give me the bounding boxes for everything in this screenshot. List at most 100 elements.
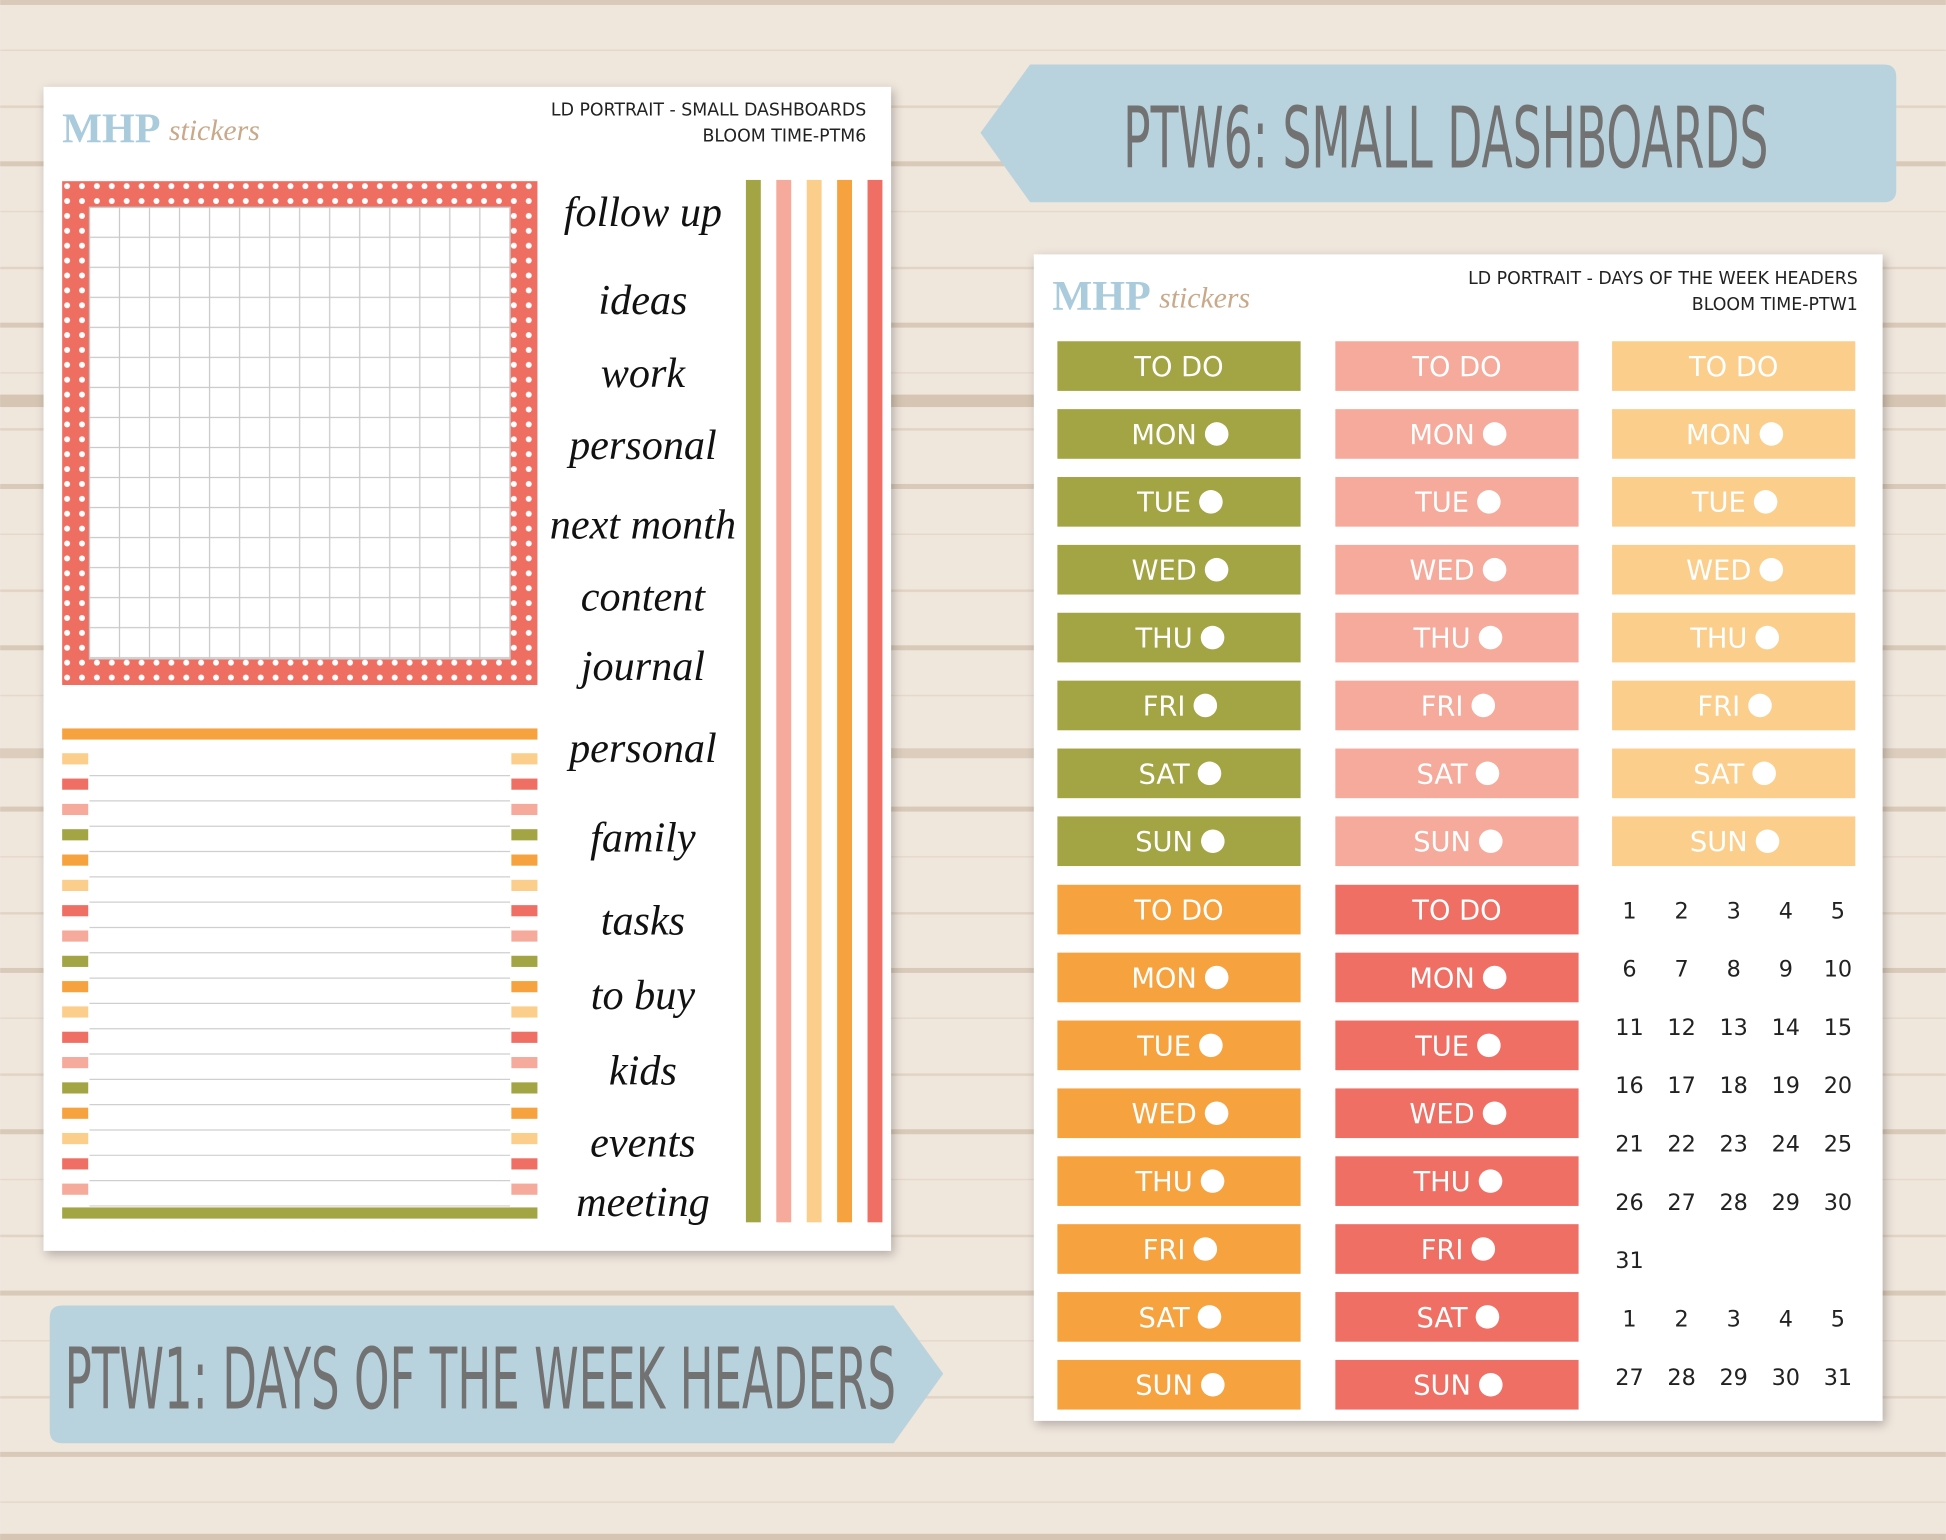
header-sticker (1057, 680, 1301, 731)
tab (62, 1107, 89, 1119)
header-sticker (1057, 748, 1301, 799)
header-sticker (1335, 1020, 1579, 1071)
date-sticker: 15 (1824, 1015, 1852, 1041)
header-label: TUE (1414, 1031, 1469, 1062)
header-sticker (1612, 680, 1856, 731)
tab (511, 829, 538, 841)
header-sticker (1057, 341, 1301, 391)
date-sticker: 7 (1674, 957, 1688, 983)
header-sticker (1057, 544, 1301, 595)
date-sticker: 14 (1772, 1015, 1800, 1041)
date-sticker: 27 (1615, 1365, 1643, 1391)
header-label: THU (1412, 1167, 1470, 1198)
date-sticker: 12 (1667, 1015, 1695, 1041)
header-label: TUE (1136, 1031, 1191, 1062)
tab (511, 854, 538, 866)
date-sticker: 5 (1831, 1307, 1845, 1333)
plank-gap (0, 748, 1946, 759)
header-sticker (1335, 612, 1579, 663)
stripe (745, 179, 761, 1223)
dot (1477, 1033, 1501, 1058)
word-sticker: content (581, 574, 706, 621)
date-sticker: 5 (1831, 898, 1845, 924)
date-sticker: 25 (1824, 1132, 1852, 1158)
dot (1193, 693, 1218, 718)
header-label: SUN (1690, 827, 1748, 858)
header-label: TUE (1136, 488, 1191, 519)
header-label: THU (1135, 1167, 1193, 1198)
tab (62, 879, 89, 891)
header-sticker (1335, 1359, 1579, 1410)
sheet-subtitle: BLOOM TIME-PTM6 (702, 126, 866, 146)
word-sticker: ideas (598, 277, 687, 324)
tab (511, 778, 538, 790)
tab (511, 1158, 538, 1170)
washi-stripes (745, 179, 883, 1223)
dot (1204, 422, 1229, 446)
header-sticker (1612, 341, 1856, 391)
dot (1759, 557, 1784, 582)
date-sticker: 20 (1824, 1073, 1852, 1099)
date-sticker: 28 (1719, 1190, 1747, 1216)
word-sticker: tasks (601, 897, 685, 944)
header-sticker (1057, 1088, 1301, 1139)
banner (49, 1305, 944, 1444)
tab (511, 1082, 538, 1094)
header-label: TO DO (1411, 896, 1501, 927)
word-sticker: follow up (564, 189, 722, 236)
dot (1755, 625, 1780, 650)
header-label: WED (1686, 556, 1751, 587)
word-sticker: to buy (591, 972, 696, 1019)
stripe (837, 179, 853, 1223)
header-sticker (1057, 1224, 1301, 1274)
header-sticker (1057, 952, 1301, 1003)
tab (62, 1006, 89, 1018)
date-sticker: 4 (1779, 1307, 1793, 1333)
dot (1197, 1305, 1222, 1329)
dot (1199, 490, 1223, 514)
tab (62, 1158, 89, 1170)
date-sticker: 24 (1772, 1132, 1800, 1158)
header-sticker (1057, 612, 1301, 663)
date-sticker: 31 (1615, 1248, 1643, 1274)
date-sticker: 31 (1824, 1365, 1852, 1391)
word-sticker: personal (566, 422, 717, 469)
date-sticker: 18 (1719, 1073, 1747, 1099)
header-label: SAT (1693, 759, 1744, 790)
header-sticker (1612, 748, 1856, 799)
header-sticker (1335, 1156, 1579, 1206)
date-sticker: 29 (1719, 1365, 1747, 1391)
tab (62, 1183, 89, 1195)
tab (62, 1057, 89, 1069)
header-label: TUE (1414, 488, 1469, 519)
tab (62, 753, 89, 765)
header-sticker (1057, 816, 1301, 867)
header-label: SAT (1139, 1303, 1190, 1334)
header-label: TO DO (1411, 352, 1501, 383)
header-label: TO DO (1133, 896, 1223, 927)
word-sticker: journal (576, 643, 705, 690)
header-label: FRI (1143, 691, 1186, 722)
date-sticker: 9 (1779, 957, 1793, 983)
tab (62, 930, 89, 942)
header-sticker (1335, 816, 1579, 867)
header-sticker (1057, 1020, 1301, 1071)
date-sticker: 3 (1727, 898, 1741, 924)
header-sticker (1335, 748, 1579, 799)
date-sticker: 6 (1622, 957, 1636, 983)
tab (62, 1031, 89, 1043)
header-sticker (1335, 544, 1579, 595)
dot (1482, 422, 1507, 446)
date-sticker: 10 (1824, 957, 1852, 983)
header-sticker (1612, 409, 1856, 459)
date-sticker: 22 (1667, 1132, 1695, 1158)
word-sticker: events (590, 1120, 695, 1167)
header-sticker (1335, 477, 1579, 527)
header-label: MON (1131, 420, 1196, 451)
header-label: WED (1131, 556, 1196, 587)
header-label: FRI (1421, 1235, 1464, 1266)
date-sticker: 16 (1615, 1073, 1643, 1099)
header-sticker (1057, 1359, 1301, 1410)
banner (980, 64, 1897, 203)
